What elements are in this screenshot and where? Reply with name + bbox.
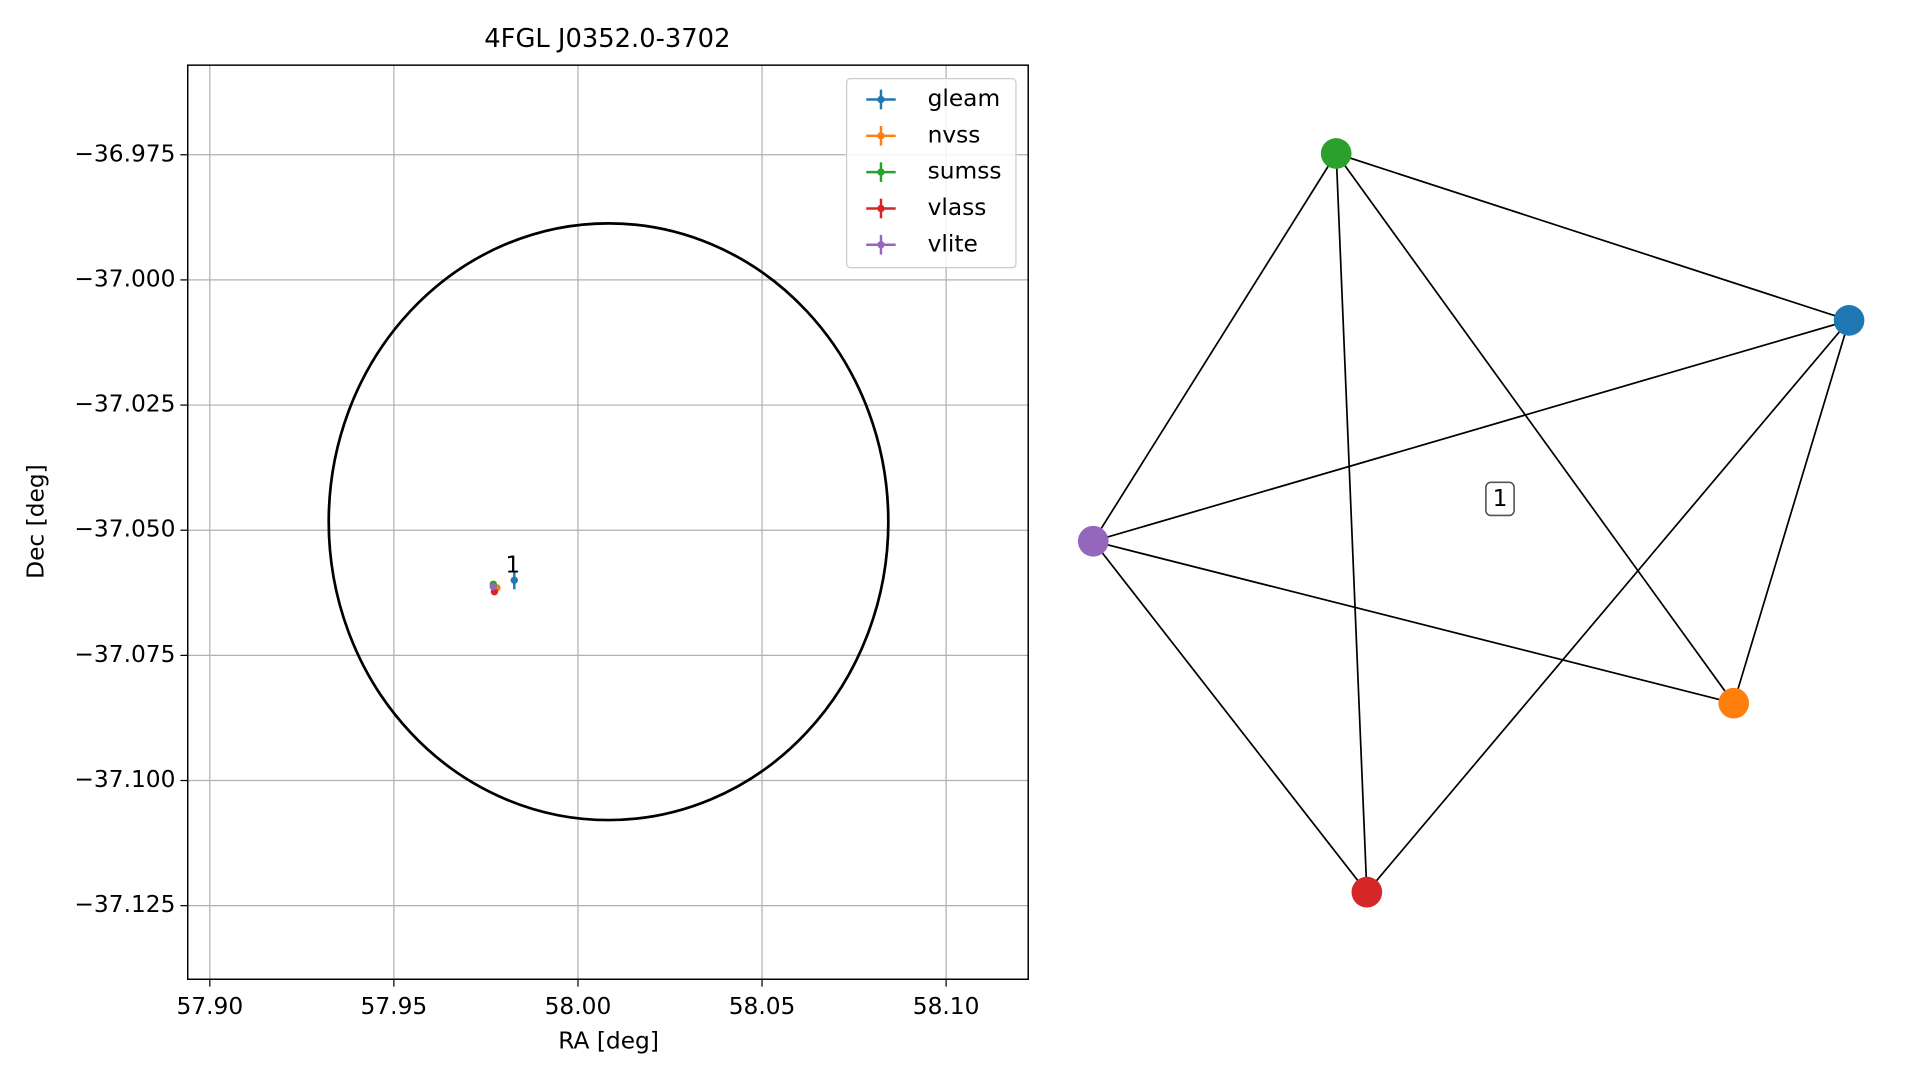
x-tick-label: 57.95 bbox=[361, 993, 428, 1020]
legend-box bbox=[846, 78, 1017, 269]
graph-edge bbox=[1335, 152, 1735, 704]
x-tick-label: 58.05 bbox=[729, 993, 796, 1020]
legend-marker bbox=[877, 132, 885, 140]
graph-edge bbox=[1093, 540, 1734, 705]
legend-label: vlite bbox=[928, 230, 978, 257]
legend: gleam nvss sumss vlass vlite bbox=[846, 78, 1017, 269]
legend-label: sumss bbox=[928, 158, 1002, 185]
graph-edge bbox=[1092, 540, 1368, 893]
graph-node bbox=[1718, 687, 1750, 719]
graph-node bbox=[1351, 876, 1383, 908]
y-tick-label: −37.000 bbox=[74, 265, 175, 292]
y-tick-label: −37.050 bbox=[74, 516, 175, 543]
annotation: 1 bbox=[505, 551, 520, 578]
legend-marker bbox=[877, 204, 885, 213]
y-axis-label: Dec [deg] bbox=[22, 464, 49, 579]
graph-edge bbox=[1093, 319, 1850, 543]
graph-edge bbox=[1366, 319, 1850, 893]
graph-edge bbox=[1092, 153, 1337, 542]
point bbox=[489, 583, 497, 591]
x-tick-label: 57.90 bbox=[176, 993, 243, 1020]
graph-node bbox=[1320, 138, 1352, 169]
y-tick-label: −37.125 bbox=[74, 891, 175, 918]
label-box bbox=[1485, 481, 1515, 517]
x-axis-label: RA [deg] bbox=[558, 1027, 659, 1054]
y-tick-label: −37.075 bbox=[74, 641, 175, 668]
point bbox=[510, 576, 518, 584]
error-ellipse bbox=[327, 221, 890, 822]
graph-node bbox=[1833, 305, 1865, 336]
graph-edge bbox=[1335, 152, 1850, 322]
legend-marker bbox=[877, 241, 885, 249]
x-tick-label: 58.10 bbox=[913, 993, 980, 1020]
y-tick-label: −37.100 bbox=[74, 766, 175, 793]
legend-marker bbox=[877, 95, 885, 104]
y-tick-label: −36.975 bbox=[74, 140, 175, 167]
legend-label: nvss bbox=[928, 121, 981, 148]
y-tick-label: −37.025 bbox=[74, 391, 175, 418]
legend-label: gleam bbox=[928, 85, 1001, 112]
legend-marker bbox=[877, 168, 885, 176]
x-tick-label: 58.00 bbox=[545, 993, 612, 1020]
graph-node bbox=[1077, 525, 1109, 557]
graph-edge bbox=[1335, 153, 1368, 893]
graph-label: 1 bbox=[1493, 485, 1508, 512]
graph-edge bbox=[1732, 320, 1850, 704]
plot-frame bbox=[186, 64, 1029, 980]
legend-label: vlass bbox=[928, 194, 987, 221]
chart-title: 4FGL J0352.0-3702 bbox=[484, 24, 730, 54]
